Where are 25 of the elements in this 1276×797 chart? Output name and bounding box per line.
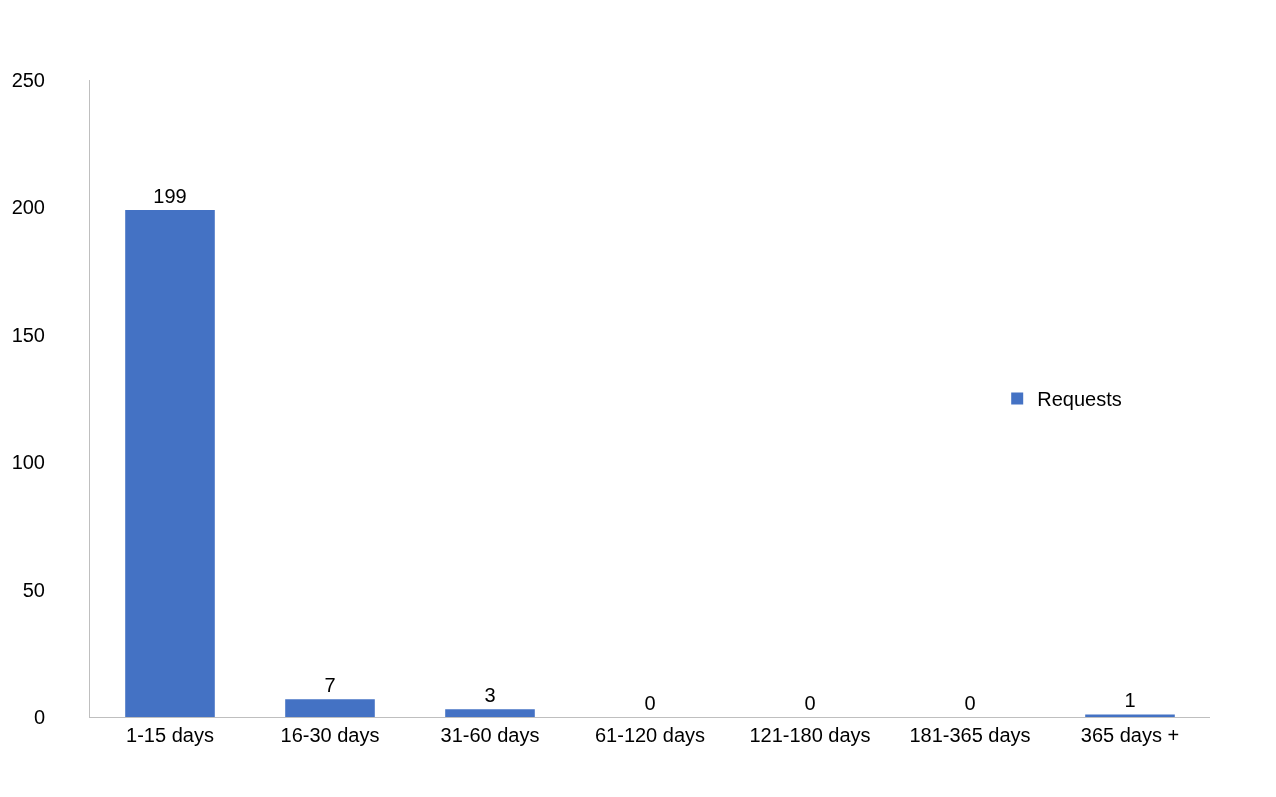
x-tick-label: 61-120 days bbox=[594, 724, 706, 746]
data-label: 1 bbox=[1124, 689, 1136, 712]
y-tick-label: 250 bbox=[11, 69, 45, 91]
data-label: 199 bbox=[153, 184, 187, 207]
bar bbox=[1085, 714, 1175, 717]
x-tick-label: 1-15 days bbox=[126, 724, 214, 746]
y-tick-label: 100 bbox=[11, 451, 45, 474]
y-tick-label: 50 bbox=[22, 578, 45, 601]
data-label: 0 bbox=[644, 692, 656, 714]
data-label: 0 bbox=[804, 692, 816, 714]
y-tick-label: 200 bbox=[11, 196, 45, 219]
bar bbox=[445, 709, 535, 717]
x-tick-label: 365 days + bbox=[1080, 724, 1180, 746]
y-tick-label: 0 bbox=[33, 706, 45, 728]
data-label: 3 bbox=[484, 684, 496, 707]
data-label: 7 bbox=[324, 674, 336, 697]
x-tick-label: 181-365 days bbox=[909, 724, 1031, 746]
bar bbox=[125, 209, 215, 717]
x-tick-label: 121-180 days bbox=[749, 724, 871, 746]
x-tick-label: 31-60 days bbox=[440, 724, 540, 746]
data-label: 0 bbox=[964, 692, 976, 714]
legend-label: Requests bbox=[1037, 388, 1122, 411]
y-tick-label: 150 bbox=[11, 323, 45, 346]
bar bbox=[285, 699, 375, 717]
x-tick-label: 16-30 days bbox=[280, 724, 380, 746]
